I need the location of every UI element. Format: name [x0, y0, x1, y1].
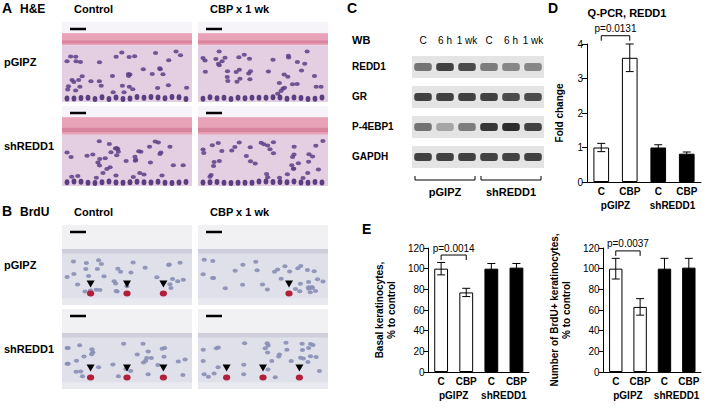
- svg-text:C: C: [655, 186, 662, 197]
- svg-text:Basal keratinocytes,: Basal keratinocytes,: [374, 261, 385, 358]
- svg-text:Control: Control: [74, 206, 113, 218]
- svg-text:100: 100: [408, 263, 425, 274]
- svg-text:80: 80: [588, 284, 600, 295]
- svg-text:C: C: [419, 35, 426, 46]
- svg-text:2: 2: [577, 108, 583, 119]
- svg-text:C: C: [488, 376, 495, 387]
- svg-text:CBP x 1 wk: CBP x 1 wk: [210, 3, 270, 15]
- svg-text:pGIPZ: pGIPZ: [4, 56, 37, 68]
- svg-text:CBP: CBP: [676, 186, 697, 197]
- svg-text:C: C: [612, 376, 619, 387]
- svg-text:CBP: CBP: [630, 376, 651, 387]
- svg-text:pGIPZ: pGIPZ: [4, 259, 37, 271]
- svg-text:6 h: 6 h: [504, 35, 518, 46]
- svg-text:CBP: CBP: [678, 376, 699, 387]
- svg-text:0: 0: [419, 367, 425, 378]
- svg-text:3: 3: [577, 73, 583, 84]
- svg-text:100: 100: [583, 263, 600, 274]
- svg-text:C: C: [438, 376, 445, 387]
- svg-text:GR: GR: [352, 91, 368, 102]
- svg-text:C: C: [347, 0, 357, 16]
- svg-text:% to control: % to control: [561, 281, 572, 339]
- svg-text:60: 60: [588, 305, 600, 316]
- svg-text:E: E: [362, 221, 371, 237]
- svg-text:0: 0: [577, 177, 583, 188]
- svg-text:60: 60: [413, 305, 425, 316]
- svg-text:40: 40: [588, 325, 600, 336]
- svg-text:pGIPZ: pGIPZ: [601, 200, 630, 211]
- svg-text:shREDD1: shREDD1: [486, 186, 536, 198]
- svg-text:p=0.0037: p=0.0037: [607, 238, 649, 249]
- svg-text:shREDD1: shREDD1: [654, 390, 700, 401]
- svg-text:shREDD1: shREDD1: [481, 390, 527, 401]
- svg-text:pGIPZ: pGIPZ: [613, 390, 642, 401]
- svg-text:shREDD1: shREDD1: [4, 343, 54, 355]
- svg-text:1 wk: 1 wk: [457, 35, 479, 46]
- svg-text:pGIPZ: pGIPZ: [439, 390, 468, 401]
- svg-text:D: D: [548, 0, 558, 16]
- svg-text:20: 20: [588, 346, 600, 357]
- svg-text:B: B: [2, 203, 12, 219]
- svg-text:p=0.0014: p=0.0014: [433, 243, 475, 254]
- svg-text:1 wk: 1 wk: [523, 35, 545, 46]
- svg-text:6 h: 6 h: [438, 35, 452, 46]
- svg-text:CBP: CBP: [619, 186, 640, 197]
- svg-text:Q-PCR, REDD1: Q-PCR, REDD1: [588, 7, 667, 19]
- svg-text:C: C: [661, 376, 668, 387]
- svg-text:shREDD1: shREDD1: [4, 140, 54, 152]
- svg-text:CBP: CBP: [506, 376, 527, 387]
- svg-text:CBP x 1 wk: CBP x 1 wk: [210, 206, 270, 218]
- svg-text:CBP: CBP: [456, 376, 477, 387]
- svg-text:WB: WB: [352, 34, 370, 46]
- svg-text:40: 40: [413, 325, 425, 336]
- svg-text:20: 20: [413, 346, 425, 357]
- svg-text:C: C: [598, 186, 605, 197]
- svg-text:REDD1: REDD1: [352, 61, 386, 72]
- svg-text:% to control: % to control: [386, 281, 397, 339]
- svg-text:BrdU: BrdU: [20, 205, 49, 219]
- svg-text:pGIPZ: pGIPZ: [429, 186, 462, 198]
- svg-text:120: 120: [408, 243, 425, 254]
- svg-text:H&E: H&E: [20, 2, 45, 16]
- svg-text:80: 80: [413, 284, 425, 295]
- svg-text:p=0.0131: p=0.0131: [595, 23, 637, 34]
- svg-text:shREDD1: shREDD1: [650, 200, 696, 211]
- svg-text:Fold change: Fold change: [554, 83, 565, 142]
- svg-text:Number of BrdU+ keratinocytes,: Number of BrdU+ keratinocytes,: [549, 233, 560, 386]
- svg-text:1: 1: [577, 142, 583, 153]
- svg-text:0: 0: [594, 367, 600, 378]
- svg-text:4: 4: [577, 39, 583, 50]
- svg-text:120: 120: [583, 243, 600, 254]
- svg-text:Control: Control: [74, 3, 113, 15]
- svg-text:C: C: [485, 35, 492, 46]
- svg-text:GAPDH: GAPDH: [352, 151, 388, 162]
- svg-text:A: A: [2, 0, 12, 16]
- svg-text:P-4EBP1: P-4EBP1: [352, 121, 394, 132]
